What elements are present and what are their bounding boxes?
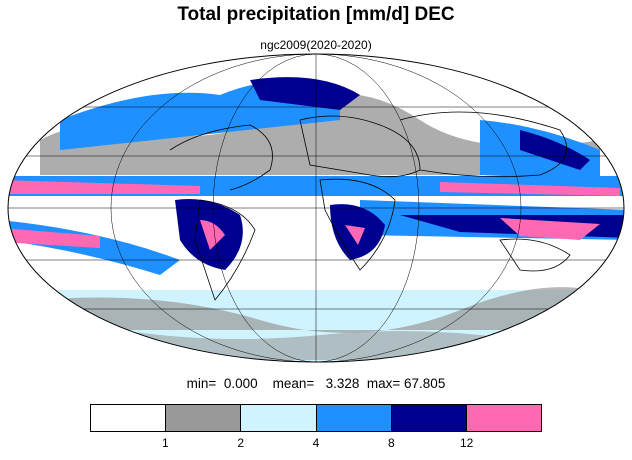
mean-value: 3.328 xyxy=(325,376,360,391)
legend-tick-label: 2 xyxy=(237,436,244,450)
legend-tick-label: 4 xyxy=(312,436,320,450)
chart-subtitle: ngc2009(2020-2020) xyxy=(260,38,372,52)
legend-swatch xyxy=(316,405,392,431)
legend-swatch xyxy=(391,405,467,431)
chart-title: Total precipitation [mm/d] DEC xyxy=(177,4,455,25)
max-value: 67.805 xyxy=(404,376,446,391)
statistics-line: min= 0.000 mean= 3.328 max= 67.805 xyxy=(0,376,632,391)
legend-tick-label: 8 xyxy=(387,436,395,450)
legend-swatch xyxy=(166,405,242,431)
legend-swatch xyxy=(241,405,317,431)
min-label: min= xyxy=(186,376,217,391)
mean-label: mean= xyxy=(272,376,315,391)
coastlines xyxy=(169,111,571,301)
legend-tick-label: 12 xyxy=(459,436,474,450)
map-fill xyxy=(8,54,624,362)
legend-swatch xyxy=(466,405,542,431)
color-legend-bar xyxy=(90,404,542,432)
legend-tick-label: 1 xyxy=(161,436,169,450)
graticule xyxy=(8,54,624,362)
max-label: max= xyxy=(366,376,401,391)
legend-swatch xyxy=(91,405,167,431)
min-value: 0.000 xyxy=(223,376,258,391)
